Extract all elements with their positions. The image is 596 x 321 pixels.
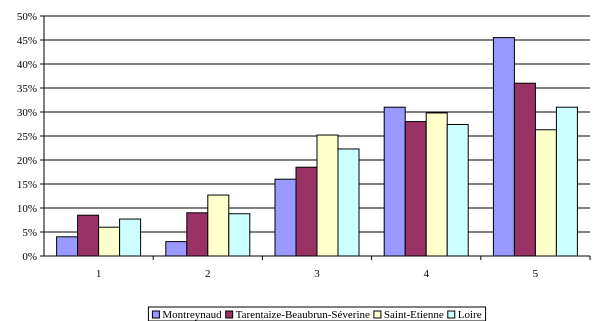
bar-tarentaize-beaubrun-s-verine-5 — [513, 82, 536, 257]
legend-swatch — [373, 310, 382, 319]
bar-saint-etienne-1 — [98, 226, 121, 257]
axes — [40, 15, 591, 260]
bar-montreynaud-2 — [165, 241, 188, 257]
y-tick-label: 40% — [17, 59, 37, 71]
bar-tarentaize-beaubrun-s-verine-2 — [186, 212, 209, 257]
y-tick-label: 30% — [17, 107, 37, 119]
bars — [56, 37, 578, 257]
y-tick-label: 50% — [17, 11, 37, 23]
legend: Montreynaud Tarentaize-Beaubrun-Séverine S… — [147, 306, 487, 321]
legend-swatch — [225, 310, 234, 319]
legend-label: Saint-Etienne — [384, 309, 444, 321]
y-tick-label: 20% — [17, 155, 37, 167]
legend-label: Montreynaud — [162, 309, 222, 321]
bar-loire-5 — [555, 106, 578, 257]
y-tick-label: 35% — [17, 83, 37, 95]
bar-saint-etienne-5 — [534, 129, 557, 257]
x-tick-label: 5 — [533, 268, 539, 280]
x-tick-labels: 1 2 3 4 5 — [96, 268, 539, 280]
bar-saint-etienne-3 — [316, 134, 339, 257]
legend-swatch — [447, 310, 456, 319]
y-tick-label: 45% — [17, 35, 37, 47]
x-tick-label: 4 — [423, 268, 429, 280]
legend-swatch — [151, 310, 160, 319]
bar-saint-etienne-2 — [207, 194, 230, 257]
bar-montreynaud-5 — [492, 37, 515, 257]
bar-saint-etienne-4 — [425, 112, 448, 257]
bar-tarentaize-beaubrun-s-verine-4 — [404, 121, 427, 257]
bar-loire-4 — [446, 123, 469, 257]
bar-montreynaud-3 — [274, 178, 297, 257]
y-tick-label: 10% — [17, 203, 37, 215]
y-tick-label: 25% — [17, 131, 37, 143]
bar-montreynaud-4 — [383, 106, 406, 257]
bar-loire-3 — [337, 148, 360, 257]
y-tick-label: 0% — [22, 251, 37, 263]
x-tick-label: 3 — [314, 268, 320, 280]
legend-label: Loire — [458, 309, 482, 321]
x-tick-label: 1 — [96, 268, 102, 280]
bar-tarentaize-beaubrun-s-verine-1 — [77, 214, 100, 257]
y-tick-label: 5% — [22, 227, 37, 239]
bar-loire-1 — [119, 218, 142, 257]
x-tick-label: 2 — [205, 268, 211, 280]
bar-tarentaize-beaubrun-s-verine-3 — [295, 166, 318, 257]
bar-montreynaud-1 — [56, 236, 79, 257]
y-tick-labels: 0% 5% 10% 15% 20% 25% 30% 35% 40% 45% 50% — [17, 11, 37, 263]
y-tick-label: 15% — [17, 179, 37, 191]
legend-label: Tarentaize-Beaubrun-Séverine — [236, 309, 370, 321]
bar-loire-2 — [228, 213, 251, 257]
